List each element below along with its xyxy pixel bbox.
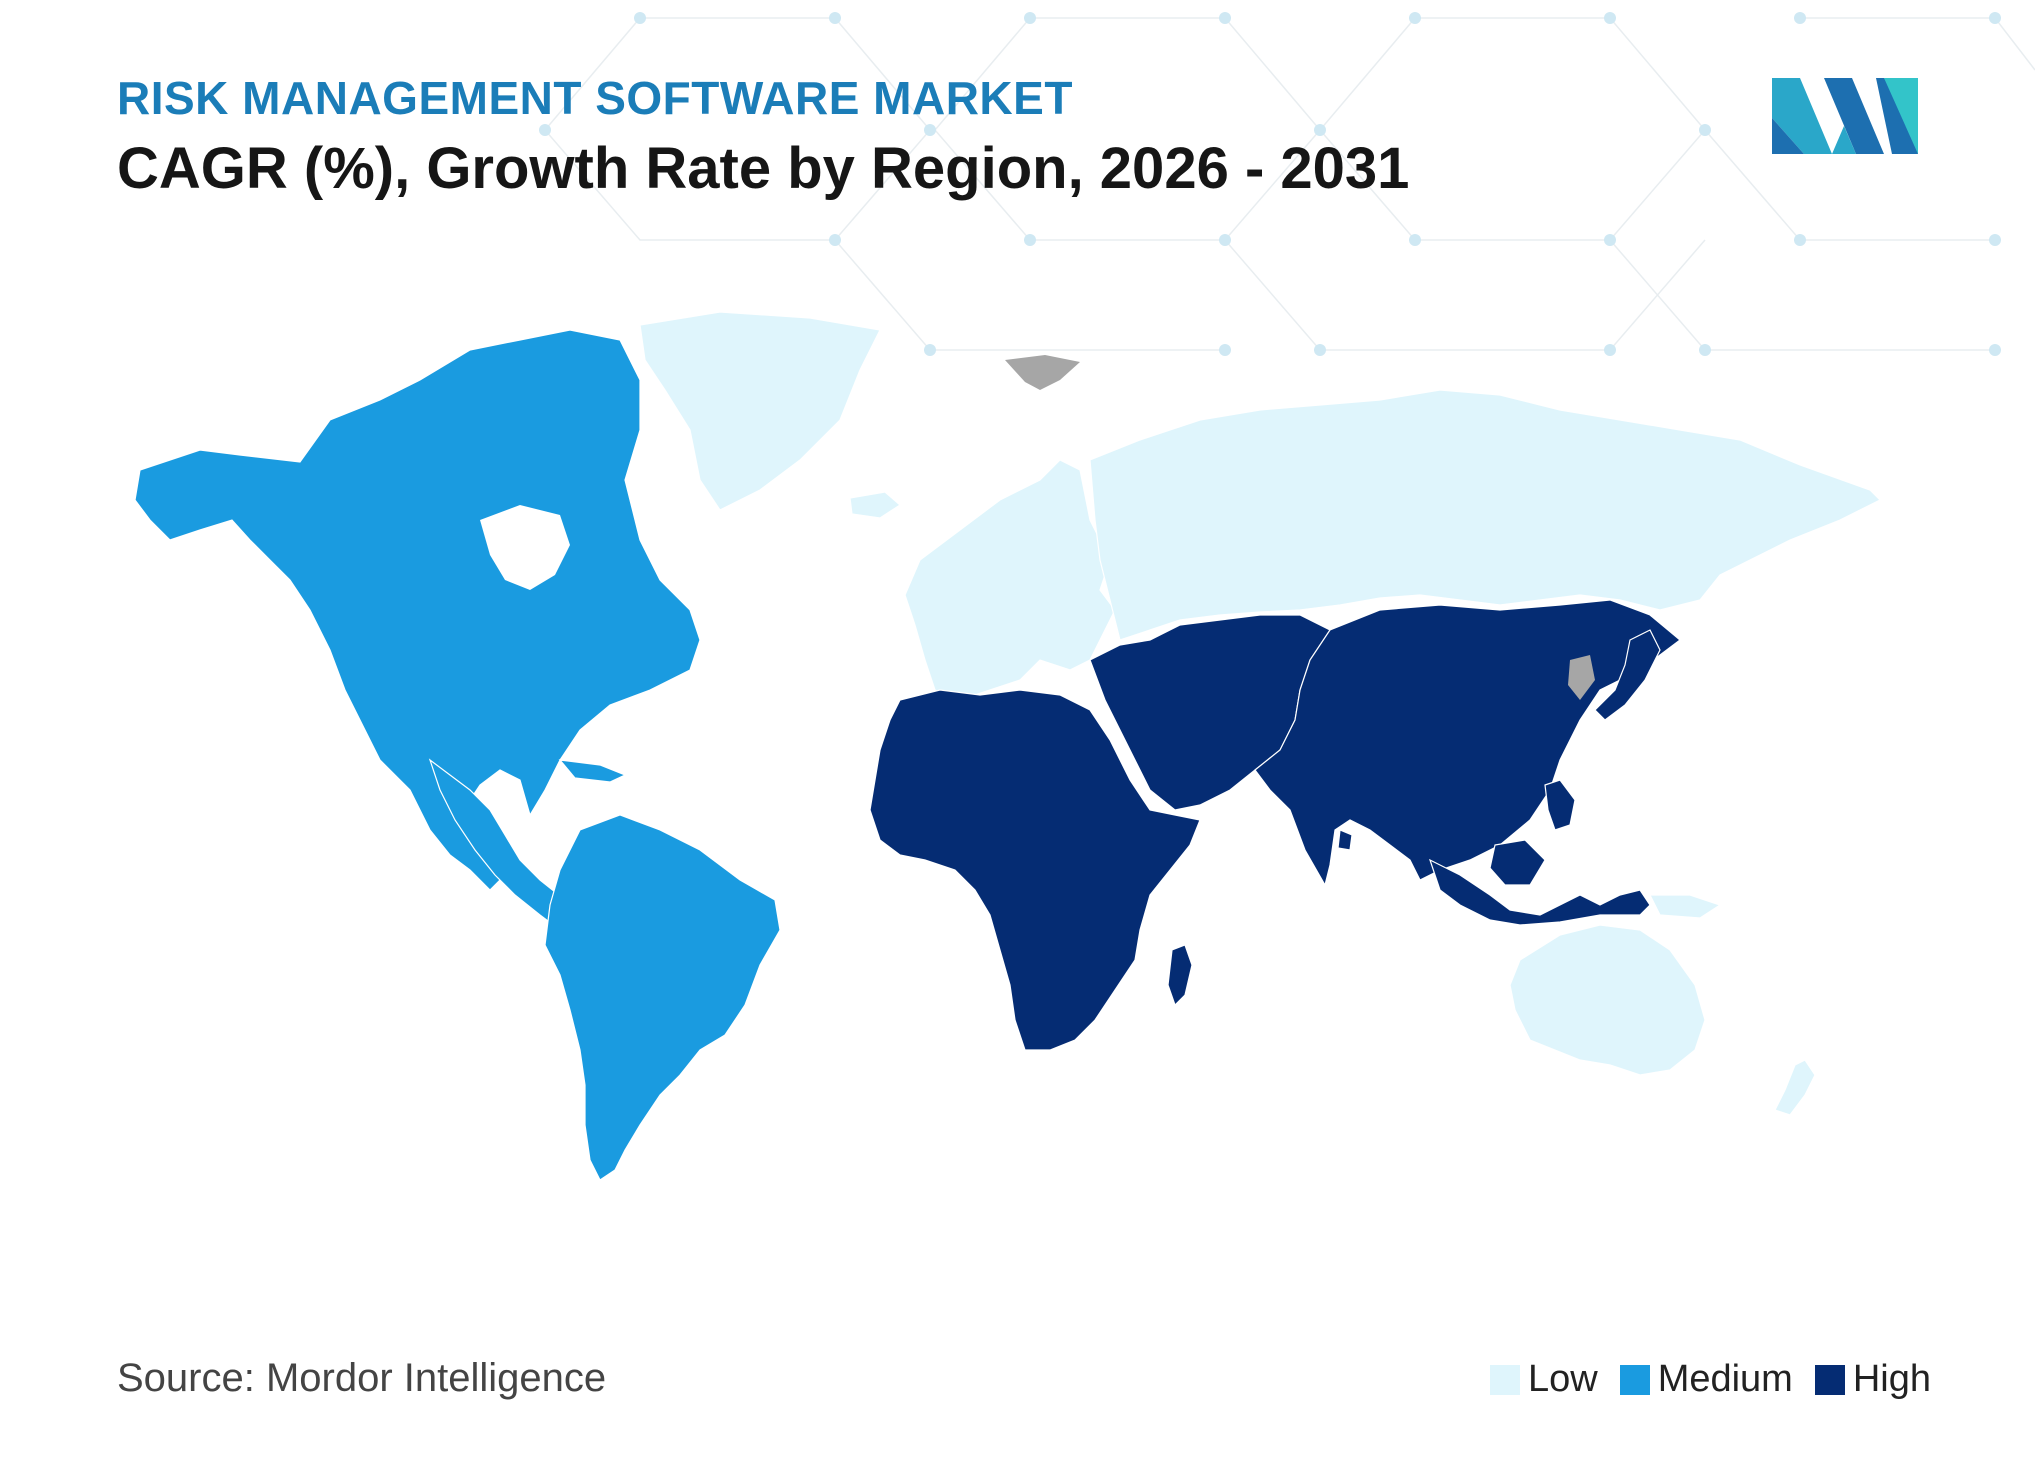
legend-label-medium: Medium	[1657, 1358, 1793, 1400]
legend-swatch-high	[1814, 1364, 1845, 1395]
report-kicker: RISK MANAGEMENT SOFTWARE MARKET	[117, 72, 1073, 124]
region-southeast-asia	[1428, 858, 1651, 926]
region-iceland	[849, 491, 901, 519]
legend-label-low: Low	[1527, 1358, 1598, 1400]
region-australia	[1509, 924, 1706, 1076]
legend-item-low: Low	[1489, 1358, 1598, 1401]
region-new-zealand	[1774, 1059, 1816, 1116]
region-borneo	[1489, 839, 1546, 886]
region-korea-no-data	[1568, 655, 1595, 700]
mordor-intelligence-logo	[1772, 78, 1918, 154]
region-greenland	[639, 311, 881, 511]
region-philippines	[1544, 779, 1576, 831]
region-north-america	[134, 329, 701, 891]
region-madagascar	[1167, 944, 1193, 1007]
chart-title: CAGR (%), Growth Rate by Region, 2026 - …	[117, 136, 1410, 201]
region-south-america	[544, 814, 781, 1181]
region-svalbard-no-data	[1005, 355, 1080, 390]
source-note: Source: Mordor Intelligence	[117, 1356, 607, 1400]
legend-label-high: High	[1852, 1358, 1931, 1400]
region-russia	[1089, 389, 1882, 641]
legend-item-high: High	[1814, 1358, 1931, 1401]
region-japan	[1594, 629, 1661, 721]
map-legend: Low Medium High	[1489, 1358, 1931, 1401]
region-new-guinea	[1649, 894, 1722, 919]
legend-item-medium: Medium	[1619, 1358, 1793, 1401]
legend-swatch-medium	[1619, 1364, 1650, 1395]
legend-swatch-low	[1489, 1364, 1520, 1395]
region-africa	[869, 689, 1201, 1051]
region-europe	[904, 459, 1116, 701]
hudson-bay	[480, 505, 570, 590]
region-caribbean	[558, 759, 627, 783]
title-block: RISK MANAGEMENT SOFTWARE MARKET CAGR (%)…	[117, 70, 1409, 204]
region-sri-lanka	[1337, 829, 1353, 851]
